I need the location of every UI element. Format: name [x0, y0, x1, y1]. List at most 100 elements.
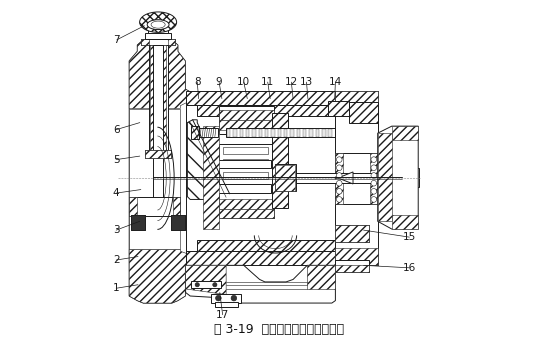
Circle shape: [195, 282, 199, 287]
Bar: [129, 197, 137, 216]
Circle shape: [336, 180, 342, 186]
Polygon shape: [307, 265, 335, 289]
Bar: [335, 153, 378, 204]
Bar: [226, 128, 335, 137]
Bar: [227, 129, 230, 137]
Bar: [272, 113, 288, 208]
Circle shape: [371, 173, 377, 178]
Bar: [214, 184, 271, 193]
Bar: [150, 45, 157, 151]
Bar: [211, 294, 241, 303]
Text: 11: 11: [261, 77, 275, 87]
Text: 图 3-19  斜盘式轴向柱塞泵的结构: 图 3-19 斜盘式轴向柱塞泵的结构: [214, 323, 344, 337]
Text: 3: 3: [113, 225, 119, 235]
Polygon shape: [129, 250, 212, 303]
Bar: [378, 133, 392, 221]
Text: 4: 4: [113, 188, 119, 198]
Bar: [275, 164, 296, 191]
Polygon shape: [129, 40, 226, 303]
Text: 13: 13: [300, 77, 313, 87]
Polygon shape: [335, 172, 353, 184]
Bar: [197, 105, 345, 116]
Polygon shape: [203, 126, 219, 229]
Circle shape: [371, 165, 377, 170]
Bar: [239, 129, 243, 137]
Circle shape: [371, 197, 377, 202]
Bar: [303, 129, 306, 137]
Bar: [186, 91, 355, 105]
Bar: [288, 173, 378, 183]
Bar: [284, 129, 287, 137]
Bar: [129, 108, 180, 250]
Bar: [297, 129, 300, 137]
Bar: [148, 45, 168, 151]
Text: 17: 17: [216, 310, 229, 320]
Bar: [153, 45, 163, 207]
Bar: [141, 39, 148, 45]
Bar: [335, 225, 369, 242]
Bar: [197, 128, 218, 137]
Bar: [328, 129, 332, 137]
Circle shape: [371, 157, 377, 163]
Bar: [392, 126, 418, 140]
Polygon shape: [186, 265, 335, 303]
Circle shape: [371, 189, 377, 194]
Circle shape: [336, 197, 342, 202]
Bar: [335, 260, 369, 272]
Bar: [219, 199, 274, 209]
Text: 6: 6: [113, 125, 119, 135]
Circle shape: [213, 282, 217, 287]
Text: 9: 9: [216, 77, 223, 87]
Bar: [378, 174, 413, 181]
Bar: [277, 129, 281, 137]
Bar: [215, 303, 238, 306]
Bar: [219, 120, 274, 130]
Bar: [276, 165, 295, 190]
Bar: [145, 150, 171, 158]
Bar: [148, 30, 169, 33]
Bar: [186, 105, 355, 251]
Circle shape: [231, 295, 237, 301]
Bar: [399, 168, 419, 188]
Text: 12: 12: [285, 77, 298, 87]
Circle shape: [336, 157, 342, 163]
Bar: [322, 129, 325, 137]
Circle shape: [336, 173, 342, 178]
Text: 5: 5: [113, 155, 119, 165]
Bar: [167, 39, 175, 45]
Ellipse shape: [151, 21, 165, 28]
Circle shape: [371, 180, 377, 186]
Bar: [172, 197, 180, 216]
Bar: [145, 150, 171, 158]
Bar: [335, 91, 378, 108]
Polygon shape: [187, 120, 230, 199]
Bar: [246, 129, 249, 137]
Bar: [335, 153, 343, 204]
Bar: [309, 129, 313, 137]
Bar: [290, 129, 294, 137]
Bar: [131, 215, 145, 230]
Polygon shape: [129, 40, 212, 108]
Polygon shape: [186, 265, 226, 295]
Bar: [223, 159, 268, 167]
Bar: [335, 248, 378, 265]
Bar: [219, 209, 274, 218]
Text: 1: 1: [113, 283, 119, 293]
Bar: [370, 153, 378, 204]
Bar: [223, 184, 268, 192]
Bar: [349, 102, 378, 123]
Circle shape: [336, 165, 342, 170]
Bar: [159, 45, 166, 151]
Bar: [316, 129, 319, 137]
Circle shape: [336, 189, 342, 194]
Bar: [219, 110, 274, 120]
Bar: [186, 251, 355, 265]
Bar: [171, 215, 185, 230]
Ellipse shape: [147, 20, 169, 30]
Bar: [335, 91, 378, 265]
Bar: [252, 129, 256, 137]
Text: 15: 15: [403, 232, 416, 242]
Circle shape: [215, 295, 221, 301]
Bar: [223, 134, 268, 142]
Bar: [214, 160, 271, 168]
